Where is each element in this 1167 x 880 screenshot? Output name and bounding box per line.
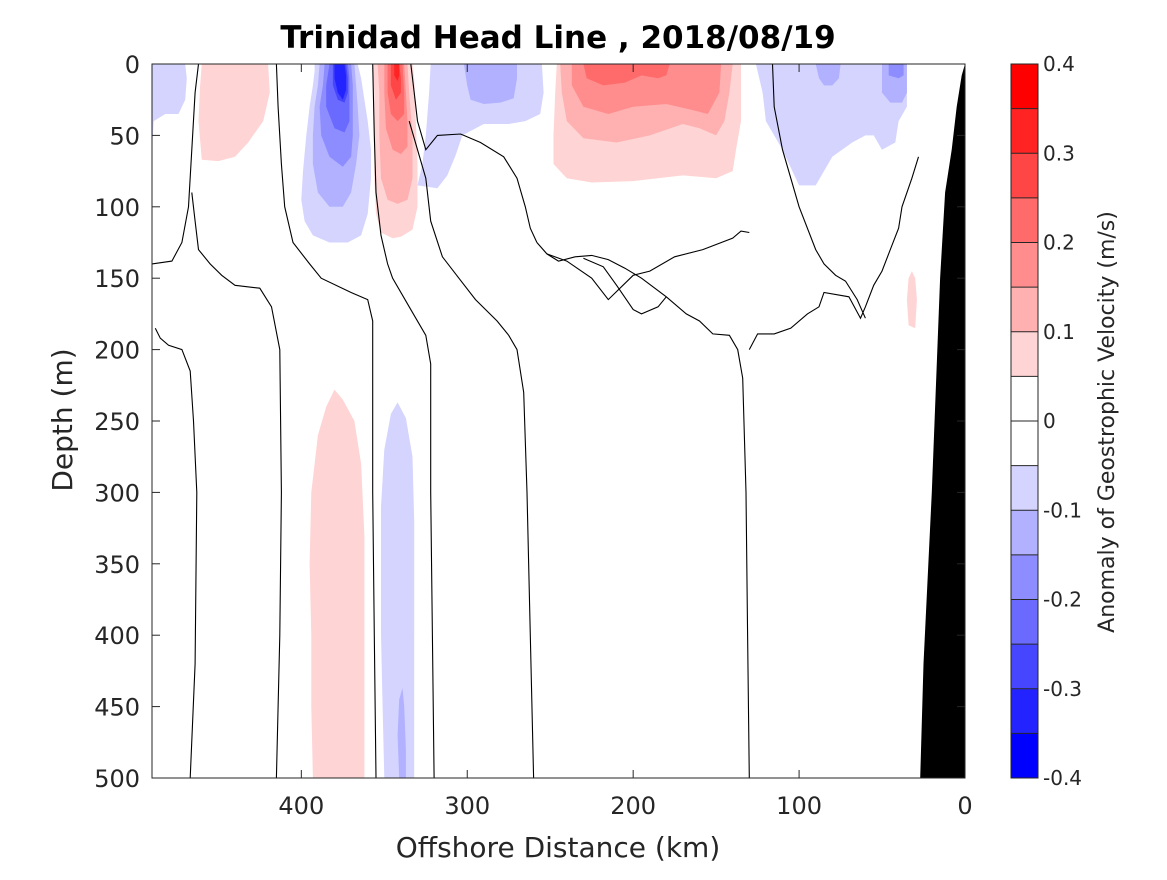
- y-tick-label: 150: [94, 265, 140, 293]
- colorbar-band: [1011, 242, 1038, 288]
- patch-red-440: [198, 64, 270, 162]
- colorbar-label: Anomaly of Geostrophic Velocity (m/s): [1095, 211, 1120, 633]
- colorbar-band: [1011, 421, 1038, 466]
- zero-contour-9: [583, 257, 667, 315]
- x-tick-label: 400: [278, 792, 324, 820]
- x-tick-label: 0: [957, 792, 972, 820]
- patch-red-near-coast: [906, 271, 917, 329]
- colorbar-band: [1011, 331, 1038, 377]
- colorbar-frame: [1010, 63, 1039, 779]
- bathymetry-layer: [920, 64, 965, 778]
- colorbar-tick-label: 0.2: [1043, 231, 1075, 255]
- y-tick-label: 300: [94, 479, 140, 507]
- patch-red-340-l5: [394, 64, 400, 82]
- colorbar-band: [1011, 64, 1038, 109]
- zero-contour-3: [191, 192, 282, 779]
- y-tick-label: 450: [94, 694, 140, 722]
- colorbar-band: [1011, 510, 1038, 555]
- zero-contour-10: [546, 230, 750, 301]
- zero-contour-5: [372, 63, 435, 779]
- colorbar-tick-label: -0.4: [1043, 766, 1082, 790]
- patch-red-200-l3: [583, 64, 670, 86]
- colorbar-band: [1011, 197, 1038, 243]
- colorbar-tick-label: -0.2: [1043, 588, 1082, 612]
- colorbar-band: [1011, 153, 1038, 198]
- y-axis-label: Depth (m): [46, 348, 79, 491]
- y-tick-label: 250: [94, 408, 140, 436]
- patch-red-deep-385: [309, 389, 365, 778]
- patch-blue-deep-340-l1: [397, 688, 406, 778]
- y-tick-label: 400: [94, 622, 140, 650]
- anomaly-patches: [152, 64, 917, 778]
- y-tick-label: 350: [94, 551, 140, 579]
- colorbar-tick-label: 0: [1043, 409, 1056, 433]
- colorbar-tick-label: 0.1: [1043, 320, 1075, 344]
- zero-contour-8: [410, 63, 538, 243]
- y-tick-label: 100: [94, 194, 140, 222]
- y-tick-label: 200: [94, 337, 140, 365]
- zero-contour-2: [154, 327, 198, 779]
- y-tick-label: 0: [125, 51, 140, 79]
- colorbar-band: [1011, 688, 1038, 734]
- patch-blue-90-l2: [888, 64, 904, 79]
- colorbar: 0.4 0.3 0.2 0.1 0 -0.1 -0.2 -0.3 -0.4: [1010, 52, 1082, 790]
- colorbar-tick-label: -0.3: [1043, 677, 1082, 701]
- colorbar-band: [1011, 287, 1038, 332]
- colorbar-tick-label: 0.4: [1043, 52, 1075, 76]
- patch-blue-90-outer: [755, 64, 907, 186]
- zero-contour-6: [408, 120, 535, 779]
- patch-blue-deep-340: [381, 402, 415, 778]
- x-tick-label: 100: [776, 792, 822, 820]
- colorbar-band: [1011, 465, 1038, 511]
- patch-blue-90-l1: [815, 64, 841, 86]
- zero-contour-11: [771, 63, 866, 319]
- patch-blue-380-l5: [334, 64, 347, 100]
- plot-area: [151, 63, 966, 779]
- zero-contours: [151, 63, 920, 779]
- patch-blue-290-l1: [463, 64, 517, 104]
- x-tick-label: 300: [444, 792, 490, 820]
- colorbar-band: [1011, 733, 1038, 778]
- y-tick-label: 50: [109, 122, 140, 150]
- patch-blue-far-edge: [152, 64, 187, 150]
- colorbar-band: [1011, 108, 1038, 154]
- plot-background: [152, 64, 965, 778]
- colorbar-tick-label: -0.1: [1043, 498, 1082, 522]
- y-axis: 0 50 100 150 200 250 300 350 400 450 500: [94, 51, 965, 793]
- colorbar-band: [1011, 599, 1038, 645]
- zero-contour-7: [536, 242, 750, 779]
- x-axis: 400 300 200 100 0: [278, 64, 973, 820]
- y-tick-label: 500: [94, 765, 140, 793]
- bathymetry: [920, 64, 965, 778]
- colorbar-band: [1011, 376, 1038, 421]
- zero-contour-1: [151, 63, 200, 265]
- zero-contour-12: [748, 156, 920, 350]
- x-tick-label: 200: [610, 792, 656, 820]
- chart-title: Trinidad Head Line , 2018/08/19: [280, 20, 835, 56]
- colorbar-tick-label: 0.3: [1043, 141, 1075, 165]
- colorbar-band: [1011, 644, 1038, 689]
- x-axis-label: Offshore Distance (km): [396, 831, 721, 864]
- zero-contour-4: [275, 63, 377, 779]
- colorbar-band: [1011, 554, 1038, 600]
